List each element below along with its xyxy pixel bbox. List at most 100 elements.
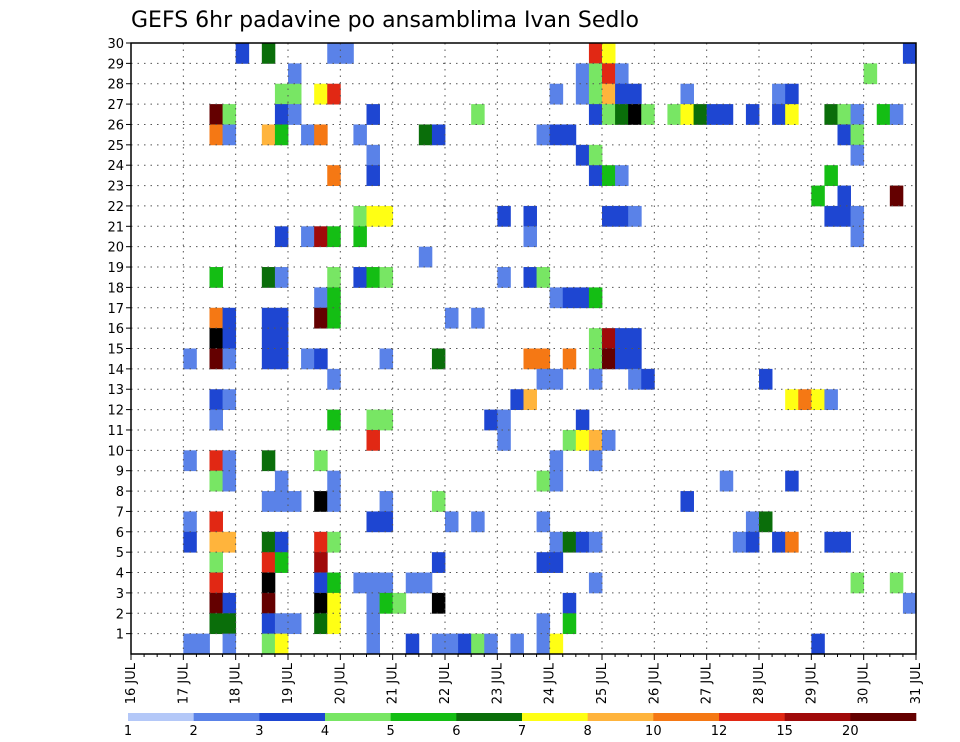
heatmap-cell (850, 205, 865, 227)
heatmap-cell (588, 348, 603, 370)
y-tick-label: 1 (116, 628, 124, 643)
heatmap-cell (431, 124, 446, 146)
heatmap-cell (785, 104, 799, 125)
x-tick-label: 19 JUL (281, 662, 296, 704)
heatmap-cell (523, 348, 537, 370)
heatmap-cell (209, 511, 223, 533)
heatmap-cell (549, 552, 564, 573)
heatmap-cell (484, 409, 498, 431)
heatmap-cell (379, 511, 394, 533)
heatmap-cell (327, 531, 341, 553)
heatmap-cell (471, 307, 485, 329)
heatmap-cell (327, 368, 341, 390)
heatmap-cell (274, 491, 289, 512)
x-tick-label: 29 JUL (804, 662, 819, 704)
heatmap-cell (314, 450, 328, 472)
x-tick-label: 28 JUL (752, 662, 767, 704)
heatmap-cell (327, 592, 341, 614)
heatmap-cell (274, 307, 289, 329)
heatmap-cell (301, 124, 315, 146)
heatmap-cell (536, 267, 551, 288)
heatmap-cell (588, 165, 603, 186)
heatmap-cell (588, 429, 603, 451)
colorbar-label: 4 (321, 724, 329, 739)
heatmap-cell (274, 328, 289, 349)
heatmap-cell (641, 368, 655, 390)
colorbar-swatch (259, 713, 326, 721)
heatmap-cell (431, 552, 446, 573)
heatmap-cell (274, 470, 289, 492)
heatmap-cell (458, 633, 472, 655)
heatmap-cell (785, 470, 799, 492)
colorbar-label: 7 (518, 724, 526, 739)
heatmap-cell (680, 83, 694, 105)
heatmap-cell (366, 429, 380, 451)
heatmap-cell (431, 348, 446, 370)
heatmap-cell (340, 43, 354, 64)
heatmap-cell (418, 572, 433, 594)
heatmap-cell (353, 572, 367, 594)
heatmap-cell (209, 267, 223, 288)
y-tick-label: 5 (116, 546, 124, 561)
heatmap-cell (261, 613, 276, 635)
heatmap-cell (549, 83, 564, 105)
heatmap-cell (588, 43, 603, 64)
colorbar-swatch (653, 713, 720, 721)
y-tick-label: 9 (116, 465, 124, 480)
heatmap-cell (209, 389, 223, 410)
heatmap-cell (745, 531, 760, 553)
heatmap-cell (588, 83, 603, 105)
heatmap-cell (209, 348, 223, 370)
heatmap-cell (497, 409, 511, 431)
y-tick-label: 7 (116, 505, 124, 520)
heatmap-cell (628, 205, 642, 227)
heatmap-cell (562, 287, 577, 309)
heatmap-cell (327, 470, 341, 492)
heatmap-cell (588, 63, 603, 85)
heatmap-cell (772, 531, 786, 553)
heatmap-cell (209, 552, 223, 573)
heatmap-cell (314, 552, 328, 573)
heatmap-cell (405, 572, 420, 594)
heatmap-cell (536, 348, 551, 370)
x-tick-label: 31 JUL (909, 662, 924, 704)
x-tick-label: 16 JUL (124, 662, 139, 704)
heatmap-cell (575, 287, 590, 309)
heatmap-cell (588, 368, 603, 390)
x-tick-label: 17 JUL (176, 662, 191, 704)
heatmap-cell (549, 633, 564, 655)
y-tick-label: 22 (107, 200, 124, 215)
heatmap-cell (353, 226, 367, 248)
heatmap-cell (471, 511, 485, 533)
colorbar-label: 2 (190, 724, 198, 739)
heatmap-cell (772, 83, 786, 105)
heatmap-cell (222, 613, 237, 635)
heatmap-cell (431, 592, 446, 614)
y-tick-label: 4 (116, 567, 124, 582)
heatmap-cell (366, 592, 380, 614)
heatmap-cell (615, 328, 629, 349)
heatmap-cell (209, 409, 223, 431)
heatmap-cell (575, 409, 590, 431)
heatmap-cell (209, 572, 223, 594)
heatmap-cell (602, 429, 616, 451)
y-tick-label: 23 (107, 180, 124, 195)
heatmap-cell (497, 429, 511, 451)
heatmap-cell (379, 592, 394, 614)
y-tick-label: 26 (107, 118, 124, 133)
heatmap-cell (602, 83, 616, 105)
heatmap-cell (536, 470, 551, 492)
heatmap-cell (549, 470, 564, 492)
y-tick-label: 3 (116, 587, 124, 602)
heatmap-cell (222, 592, 237, 614)
x-tick-label: 24 JUL (543, 662, 558, 704)
heatmap-cell (615, 104, 629, 125)
x-tick-label: 23 JUL (490, 662, 505, 704)
heatmap-cell (497, 205, 511, 227)
heatmap-cell (615, 165, 629, 186)
heatmap-cell (562, 429, 577, 451)
heatmap-cell (366, 267, 380, 288)
colorbar-swatch (128, 713, 194, 721)
heatmap-cell (314, 287, 328, 309)
